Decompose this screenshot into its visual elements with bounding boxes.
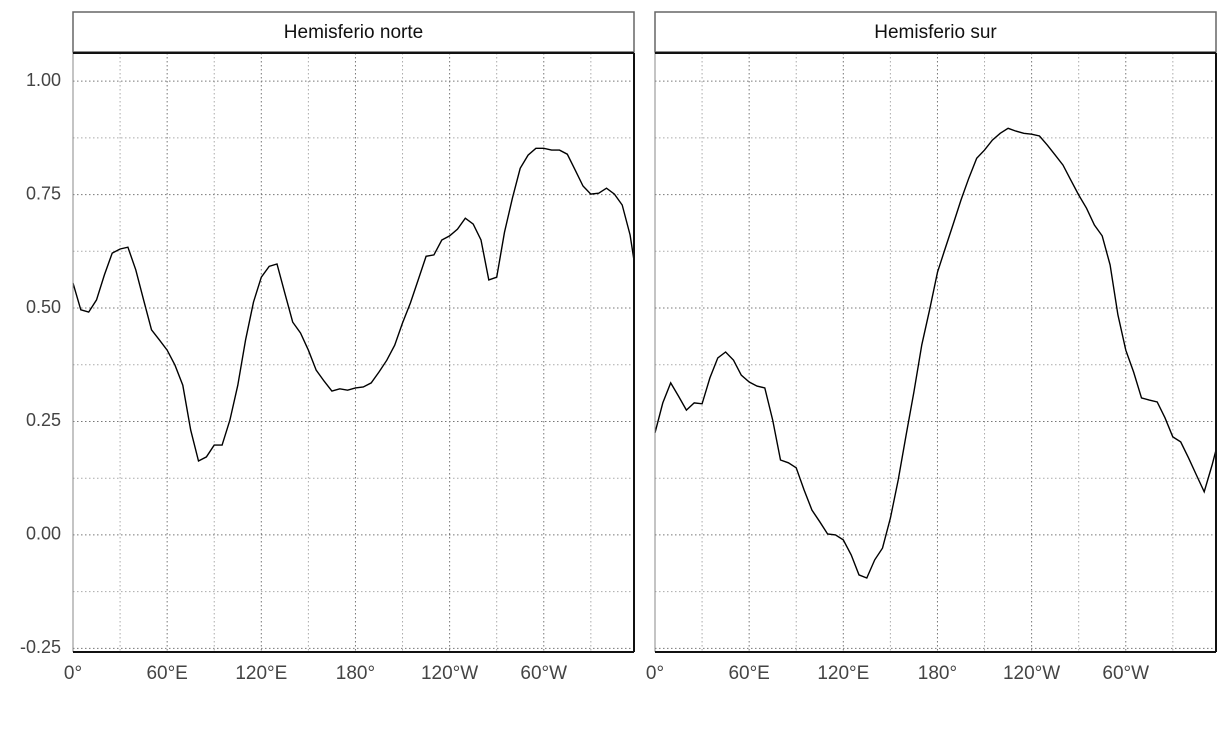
data-line: [654, 127, 1217, 579]
y-tick-label: 0.25: [26, 410, 61, 430]
y-tick-label: -0.25: [20, 637, 61, 657]
data-line: [72, 147, 635, 463]
y-tick-label: 0.50: [26, 297, 61, 317]
facet-title: Hemisferio norte: [284, 22, 423, 43]
x-tick-label: 0°: [64, 663, 82, 684]
x-tick-label: 180°: [336, 663, 375, 684]
x-tick-label: 120°W: [1003, 663, 1060, 684]
x-tick-label: 0°: [646, 663, 664, 684]
x-tick-label: 180°: [918, 663, 957, 684]
facet-title: Hemisferio sur: [874, 22, 997, 43]
x-tick-label: 120°W: [421, 663, 478, 684]
y-tick-label: 0.00: [26, 524, 61, 544]
x-tick-label: 60°E: [728, 663, 769, 684]
y-tick-label: 1.00: [26, 70, 61, 90]
x-tick-label: 60°W: [520, 663, 567, 684]
x-tick-label: 60°E: [146, 663, 187, 684]
x-tick-label: 60°W: [1102, 663, 1149, 684]
x-tick-label: 120°E: [817, 663, 869, 684]
y-tick-label: 0.75: [26, 183, 61, 203]
x-tick-label: 120°E: [235, 663, 287, 684]
facet-strip: [654, 11, 1217, 53]
facet-strip: [72, 11, 635, 53]
